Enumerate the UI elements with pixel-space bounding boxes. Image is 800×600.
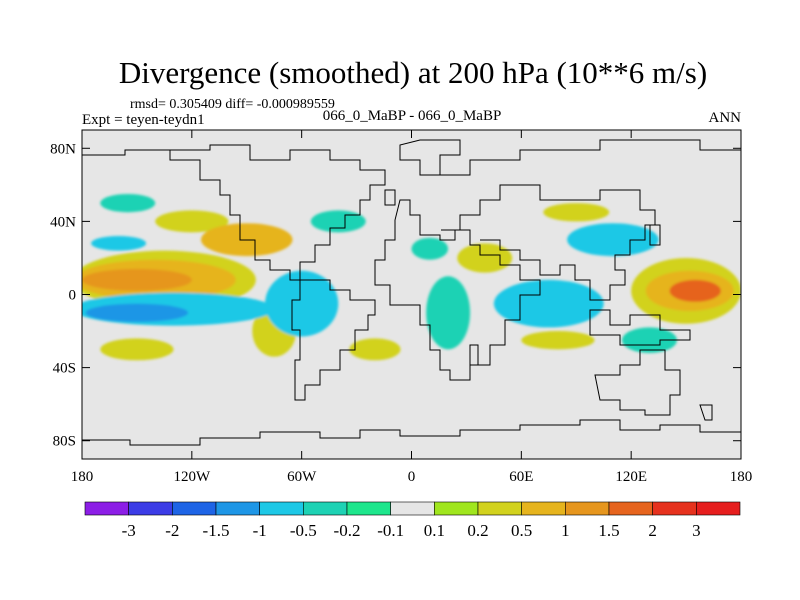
- divergence-region-east-pacific-neg-north: [91, 236, 147, 251]
- colorbar-label-9: 0.5: [511, 521, 532, 540]
- divergence-region-north-america-pos: [155, 210, 229, 233]
- coast-madagascar: [469, 344, 479, 366]
- divergence-region-south-pacific-pos: [100, 338, 174, 361]
- x-tick-label-2: 60W: [287, 469, 317, 485]
- colorbar-label-2: -1.5: [203, 521, 230, 540]
- colorbar-swatch-4: [259, 501, 304, 516]
- colorbar-swatch-9: [477, 501, 522, 516]
- divergence-region-africa-neg: [426, 276, 471, 350]
- divergence-region-east-asia-neg: [567, 223, 659, 257]
- axis-ticks: 180 120W 60W 0 60E 120E 180 80N 40N 0 40S 80S: [50, 130, 752, 485]
- rmsd-subtitle: rmsd= 0.305409 diff= -0.000989559: [130, 97, 335, 112]
- season-subtitle: ANN: [709, 110, 742, 126]
- y-tick-label-0: 80N: [50, 141, 76, 157]
- divergence-region-arabia-pos: [457, 243, 513, 273]
- x-tick-label-1: 120W: [173, 469, 211, 485]
- colorbar-label-11: 1.5: [598, 521, 619, 540]
- divergence-region-east-pacific-south-core: [85, 303, 189, 322]
- colorbar-swatch-14: [696, 501, 741, 516]
- colorbar-label-13: 3: [692, 521, 701, 540]
- colorbar: -3 -2 -1.5 -1 -0.5 -0.2 -0.1 0.1 0.2 0.5 1 1.5 2 3: [84, 501, 741, 540]
- colorbar-label-3: -1: [253, 521, 267, 540]
- divergence-region-tibet-pos: [543, 203, 610, 222]
- colorbar-swatch-12: [608, 501, 653, 516]
- colorbar-swatch-6: [346, 501, 391, 516]
- coast-north-america: [82, 144, 386, 281]
- divergence-region-central-pacific-north-high: [82, 268, 192, 291]
- colorbar-swatch-10: [521, 501, 566, 516]
- colorbar-label-7: 0.1: [424, 521, 445, 540]
- colorbar-label-10: 1: [561, 521, 570, 540]
- colorbar-label-8: 0.2: [467, 521, 488, 540]
- colorbar-label-0: -3: [122, 521, 136, 540]
- colorbar-label-1: -2: [165, 521, 179, 540]
- case-subtitle: 066_0_MaBP - 066_0_MaBP: [323, 108, 502, 124]
- coast-indonesia: [589, 309, 691, 346]
- coast-japan: [649, 224, 661, 246]
- y-tick-label-3: 40S: [53, 361, 76, 377]
- colorbar-swatch-2: [172, 501, 217, 516]
- x-tick-label-5: 120E: [615, 469, 647, 485]
- colorbar-swatch-13: [652, 501, 697, 516]
- coast-south-america: [291, 279, 376, 401]
- colorbar-swatch-8: [434, 501, 479, 516]
- colorbar-swatch-11: [565, 501, 610, 516]
- divergence-region-mediterranean-neg: [411, 237, 449, 260]
- colorbar-swatch-1: [128, 501, 173, 516]
- y-tick-label-2: 0: [69, 288, 77, 304]
- y-tick-label-1: 40N: [50, 214, 76, 230]
- colorbar-label-5: -0.2: [334, 521, 361, 540]
- x-tick-label-4: 60E: [509, 469, 533, 485]
- colorbar-swatch-7: [390, 501, 435, 516]
- plot-area: [81, 129, 742, 460]
- divergence-region-west-pacific-high: [669, 279, 721, 302]
- coast-australia: [594, 349, 681, 416]
- divergence-region-amazon-neg: [265, 270, 339, 337]
- divergence-region-indian-ocean-neg: [493, 279, 604, 328]
- coast-eurasia: [420, 139, 741, 301]
- coast-europe-africa: [374, 199, 541, 381]
- colorbar-label-12: 2: [648, 521, 657, 540]
- x-tick-label-6: 180: [730, 469, 753, 485]
- colorbar-swatch-5: [303, 501, 348, 516]
- chart-title: Divergence (smoothed) at 200 hPa (10**6 …: [119, 55, 707, 90]
- y-tick-label-4: 80S: [53, 434, 76, 450]
- colorbar-swatch-3: [215, 501, 260, 516]
- divergence-region-north-pacific-neg: [100, 193, 156, 213]
- divergence-region-australia-neg: [622, 327, 677, 353]
- coastlines: [82, 139, 741, 446]
- divergence-region-south-indian-pos: [521, 331, 595, 350]
- colorbar-label-6: -0.1: [377, 521, 404, 540]
- coast-greenland: [399, 139, 461, 176]
- divergence-region-south-atlantic-pos: [349, 338, 401, 361]
- colorbar-label-4: -0.5: [290, 521, 317, 540]
- x-tick-label-0: 180: [71, 469, 94, 485]
- coast-new-zealand: [699, 404, 713, 421]
- coast-antarctica: [82, 419, 741, 446]
- colorbar-swatch-0: [84, 501, 129, 516]
- x-tick-label-3: 0: [408, 469, 416, 485]
- divergence-region-north-atlantic-neg: [310, 210, 366, 233]
- coast-uk: [384, 189, 396, 206]
- expt-subtitle: Expt = teyen-teydn1: [82, 112, 205, 128]
